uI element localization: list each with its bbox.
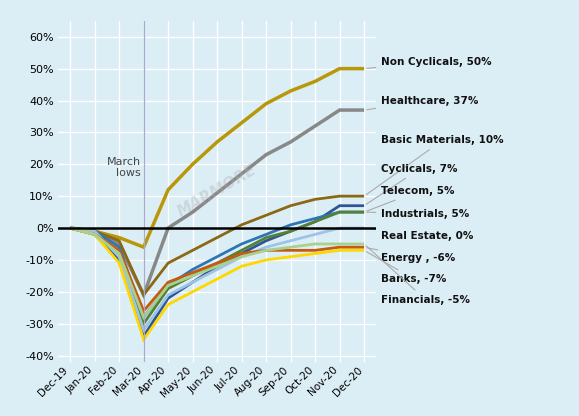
- Text: Real Estate, 0%: Real Estate, 0%: [367, 228, 474, 241]
- Text: Non Cyclicals, 50%: Non Cyclicals, 50%: [367, 57, 492, 68]
- Text: MARMORE: MARMORE: [175, 163, 259, 220]
- Text: Banks, -7%: Banks, -7%: [367, 252, 446, 284]
- Text: March
lows: March lows: [107, 157, 141, 178]
- Text: Telecom, 5%: Telecom, 5%: [367, 186, 455, 211]
- Text: Healthcare, 37%: Healthcare, 37%: [367, 96, 479, 110]
- Text: Industrials, 5%: Industrials, 5%: [367, 209, 470, 219]
- Text: Financials, -5%: Financials, -5%: [366, 246, 470, 305]
- Text: Basic Materials, 10%: Basic Materials, 10%: [367, 135, 504, 195]
- Text: Energy , -6%: Energy , -6%: [367, 248, 456, 263]
- Text: Cyclicals, 7%: Cyclicals, 7%: [367, 164, 458, 204]
